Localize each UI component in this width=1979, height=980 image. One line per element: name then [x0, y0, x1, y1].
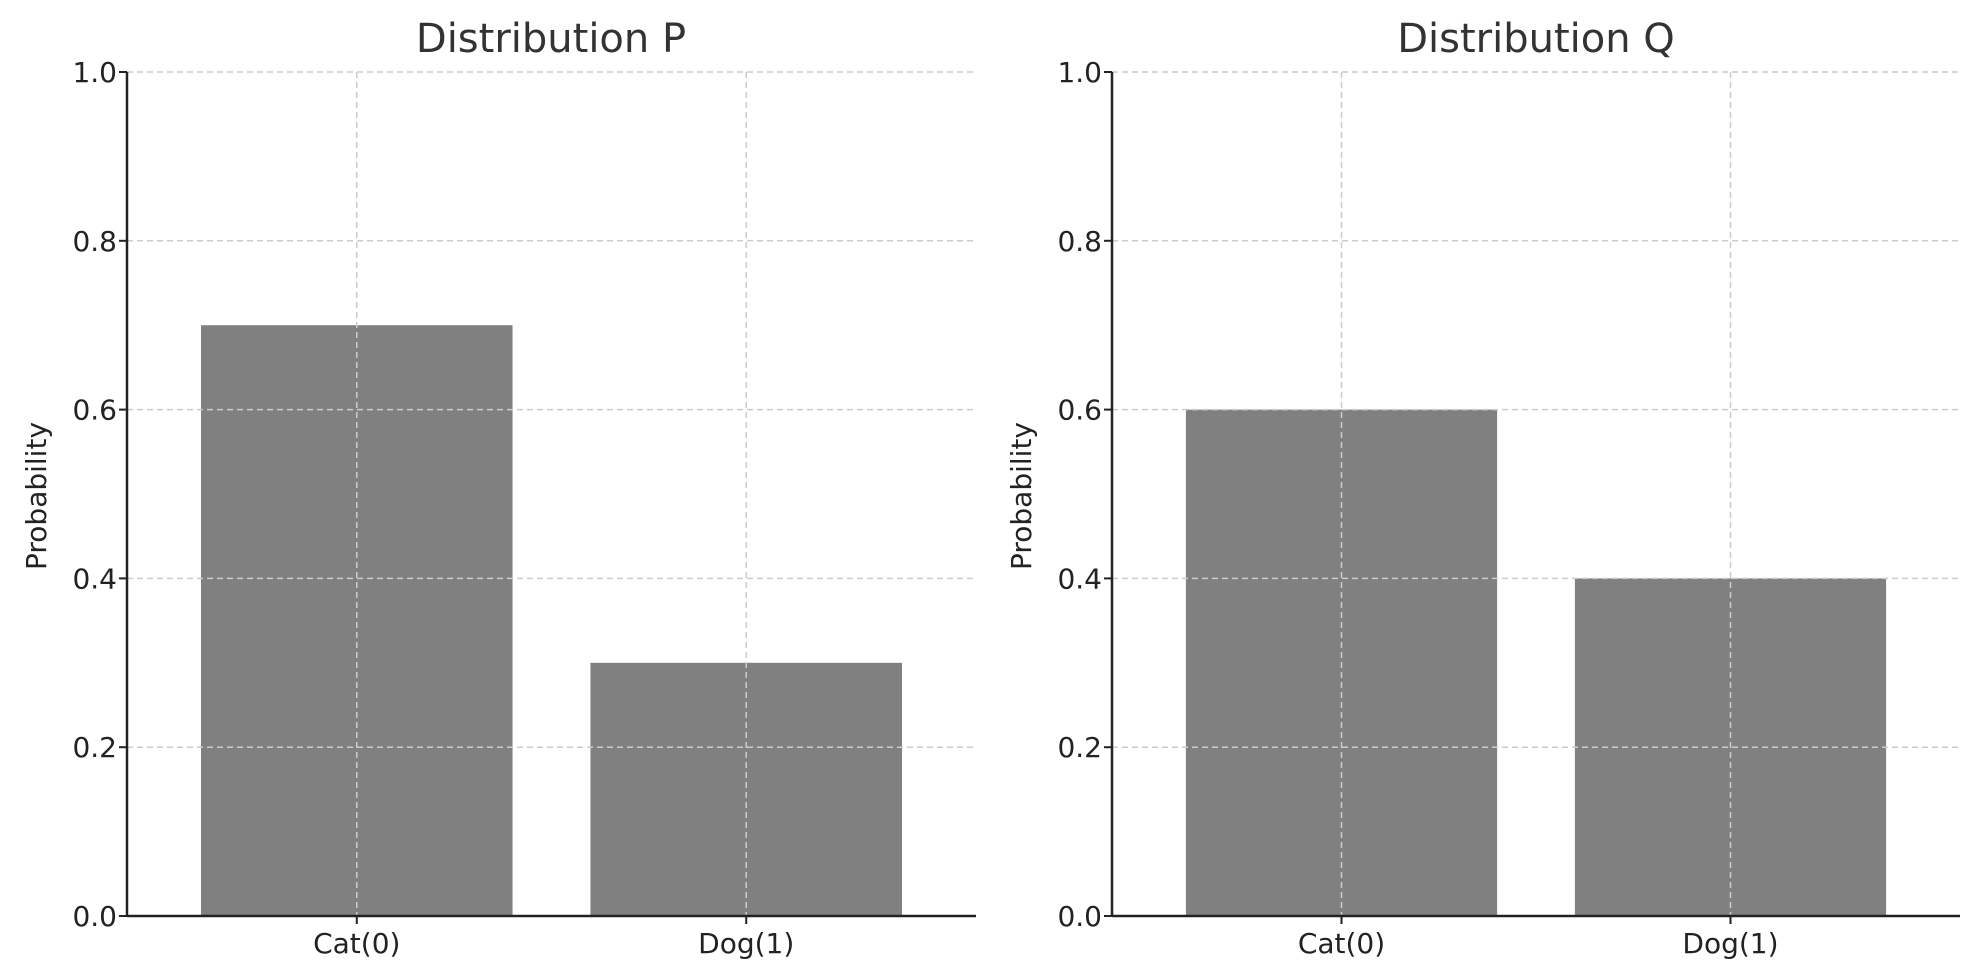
y-axis-label: Probability	[20, 422, 53, 570]
y-axis-label: Probability	[1005, 422, 1038, 570]
y-tick-label: 0.0	[72, 900, 117, 933]
y-tick-label: 0.2	[1057, 731, 1102, 764]
y-tick-label: 1.0	[72, 56, 117, 89]
x-tick-label: Dog(1)	[698, 927, 794, 960]
chart-panel-q: Distribution Q Probability 0.0 0.2 0.4 0.6 0…	[1005, 16, 1960, 960]
bar-dog-1	[590, 662, 903, 916]
gridlines	[127, 71, 976, 916]
y-tick-label: 0.6	[1057, 394, 1102, 427]
x-tick-label: Cat(0)	[1298, 927, 1385, 960]
bars	[1185, 409, 1887, 916]
bars	[200, 325, 903, 916]
y-tick-label: 0.8	[72, 225, 117, 258]
gridlines	[1112, 71, 1960, 916]
y-tick-label: 0.2	[72, 731, 117, 764]
y-tick-label: 0.8	[1057, 225, 1102, 258]
y-tick-label: 0.6	[72, 394, 117, 427]
x-tick-label: Dog(1)	[1682, 927, 1778, 960]
chart-title: Distribution Q	[1397, 16, 1675, 62]
y-tick-label: 0.4	[1057, 562, 1102, 595]
chart-title: Distribution P	[416, 16, 686, 62]
chart-panel-p: Distribution P Probability 0.0 0.2 0.4 0.6 0…	[20, 16, 976, 960]
x-tick-label: Cat(0)	[313, 927, 400, 960]
y-tick-label: 1.0	[1057, 56, 1102, 89]
y-tick-label: 0.0	[1057, 900, 1102, 933]
y-tick-label: 0.4	[72, 562, 117, 595]
